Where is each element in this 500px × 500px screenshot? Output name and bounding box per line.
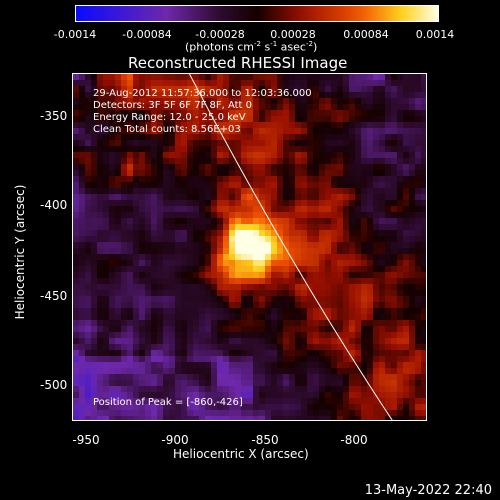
y-tick-label: -400: [40, 198, 68, 212]
colorbar-tick: 0.00028: [270, 28, 316, 41]
annotation-detectors: Detectors: 3F 5F 6F 7F 8F, Att 0: [93, 100, 253, 111]
image-title: Reconstructed RHESSI Image: [128, 54, 348, 72]
x-tick-label: -850: [251, 433, 279, 447]
annotation-energy: Energy Range: 12.0 - 25.0 keV: [93, 112, 246, 123]
image-raster: [73, 74, 426, 420]
annotation-time: 29-Aug-2012 11:57:36.000 to 12:03:36.000: [93, 88, 312, 99]
solar-limb-line: [189, 74, 393, 420]
y-axis-label: Heliocentric Y (arcsec): [13, 184, 27, 320]
colorbar-tick: -0.0014: [53, 28, 97, 41]
y-tick-label: -350: [40, 109, 68, 123]
x-tick-label: -800: [340, 433, 368, 447]
colorbar-units: (photons cm-2 s-1 asec-2): [185, 40, 318, 54]
x-tick-label: -950: [72, 433, 100, 447]
y-tick-label: -500: [40, 378, 68, 392]
colorbar-tick: 0.00084: [343, 28, 389, 41]
render-date: 13-May-2022 22:40: [364, 483, 492, 498]
colorbar-tick: 0.0014: [415, 28, 455, 41]
x-axis-label: Heliocentric X (arcsec): [173, 447, 309, 461]
colorbar-tick: -0.00028: [195, 28, 245, 41]
colorbar: [75, 5, 439, 22]
rhessi-image: [72, 73, 427, 421]
annotation-clean: Clean Total counts: 8.56E+03: [93, 124, 241, 135]
x-tick-label: -900: [161, 433, 189, 447]
y-tick-label: -450: [40, 289, 68, 303]
colorbar-tick: -0.00084: [122, 28, 172, 41]
annotation-peak: Position of Peak = [-860,-426]: [93, 397, 243, 408]
